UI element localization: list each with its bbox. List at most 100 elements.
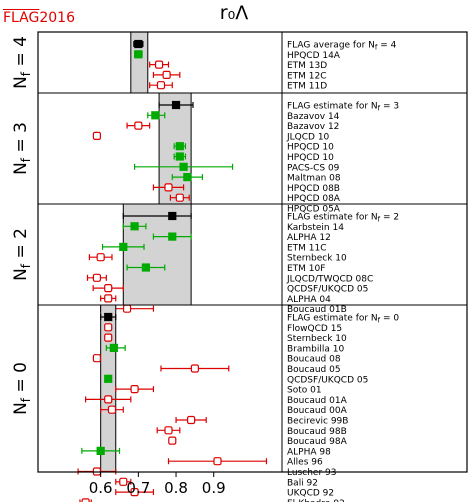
point-label: QCDSF/UKQCD 05 <box>287 375 368 385</box>
data-point <box>104 312 113 322</box>
panel-label-main: N <box>11 268 31 281</box>
data-point <box>171 100 181 110</box>
data-point <box>156 81 166 90</box>
point-label: ETM 13D <box>287 61 327 71</box>
point-label: FlowQCD 15 <box>287 324 342 334</box>
point-label-main: FLAG estimate for N <box>287 213 378 223</box>
point-label: ALPHA 12 <box>287 233 331 243</box>
point-label: Boucaud 01B <box>287 305 347 315</box>
point-label: Soto 01 <box>287 386 322 396</box>
point-label-main: FLAG estimate for N <box>287 314 378 324</box>
data-point <box>164 183 173 192</box>
data-point <box>134 50 143 59</box>
panel-label-sub: f <box>19 263 33 268</box>
data-point <box>119 242 128 251</box>
data-point <box>134 39 143 49</box>
point-label: PACS-CS 09 <box>287 163 340 173</box>
point-label: FLAG average for Nf = 4 <box>287 41 397 52</box>
panel-label: Nf = 3 <box>11 122 33 175</box>
data-point <box>168 436 177 445</box>
data-point <box>151 111 160 120</box>
point-label: QCDSF/UKQCD 05 <box>287 285 368 295</box>
point-label-sub: f <box>378 216 381 224</box>
x-tick-label: 0.9 <box>202 479 226 497</box>
panel-label-rest: = 4 <box>11 36 31 72</box>
point-label-rest: = 2 <box>380 213 399 223</box>
data-point <box>213 457 222 466</box>
data-point <box>92 273 102 282</box>
point-label: Bazavov 14 <box>287 112 340 122</box>
point-label: Bazavov 12 <box>287 122 339 132</box>
data-point <box>104 323 113 332</box>
point-label-main: FLAG estimate for N <box>287 102 378 112</box>
point-label: Luscher 93 <box>287 468 336 478</box>
point-label-rest: = 0 <box>380 314 399 324</box>
point-label: ETM 12C <box>287 71 327 81</box>
point-label: FLAG estimate for Nf = 3 <box>287 102 399 113</box>
panel-label-rest: = 0 <box>11 362 31 398</box>
point-label: Boucaud 08 <box>287 355 341 365</box>
plot-frame <box>37 31 468 473</box>
data-point <box>183 173 192 182</box>
data-point <box>104 284 113 293</box>
data-point <box>162 70 171 80</box>
point-label-sub: f <box>378 317 381 325</box>
data-point <box>141 263 150 272</box>
data-point <box>175 193 184 202</box>
point-label-rest: = 3 <box>380 102 399 112</box>
data-point <box>130 488 139 497</box>
x-tick-label: 0.6 <box>89 479 113 497</box>
x-tick-label: 0.8 <box>164 479 188 497</box>
panel-label-sub: f <box>19 157 33 162</box>
point-label: Karbstein 14 <box>287 223 344 233</box>
data-point <box>130 385 139 394</box>
data-point <box>109 343 118 352</box>
point-label: JLQCD 10 <box>286 132 330 142</box>
flag-band <box>122 203 192 306</box>
point-label: Boucaud 01A <box>287 396 348 406</box>
point-label-main: FLAG average for N <box>287 41 375 51</box>
data-point <box>81 498 90 502</box>
point-label: Boucaud 00A <box>287 406 348 416</box>
data-point <box>154 60 164 69</box>
data-point <box>92 131 102 140</box>
data-point <box>104 294 113 303</box>
point-label: Bali 92 <box>287 478 318 488</box>
x-tick-label: 0.7 <box>126 479 150 497</box>
data-point <box>168 211 177 221</box>
data-point <box>96 446 105 455</box>
panel-label-sub: f <box>19 71 33 76</box>
panel-label-rest: = 2 <box>11 228 31 264</box>
point-label: HPQCD 08A <box>287 194 341 204</box>
panel-label-main: N <box>11 402 31 415</box>
data-point <box>134 121 143 130</box>
data-point <box>175 152 184 161</box>
data-point <box>164 426 173 435</box>
data-point <box>104 374 113 383</box>
point-label: Maltman 08 <box>287 174 341 184</box>
point-label: ALPHA 04 <box>287 295 331 305</box>
flag-2016-logo: FLAG2016 <box>3 10 75 26</box>
panel-label-main: N <box>11 76 31 89</box>
panel-label-sub: f <box>19 397 33 402</box>
data-point <box>104 395 113 404</box>
point-label: Boucaud 05 <box>287 365 341 375</box>
point-label: HPQCD 08B <box>287 184 340 194</box>
point-label: Sternbeck 10 <box>287 254 347 264</box>
point-label: Sternbeck 10 <box>287 334 347 344</box>
point-label: JLQCD/TWQCD 08C <box>286 274 373 284</box>
panel-label: Nf = 0 <box>11 362 33 415</box>
point-label: HPQCD 14A <box>287 51 341 61</box>
point-label: Alles 96 <box>287 458 323 468</box>
point-label: ETM 11C <box>287 243 327 253</box>
data-point <box>179 162 188 171</box>
panel-label-rest: = 3 <box>11 122 31 158</box>
data-point <box>92 354 102 363</box>
point-label: ETM 10F <box>287 264 325 274</box>
data-point <box>96 253 105 262</box>
data-point <box>130 222 139 231</box>
data-point <box>107 405 117 414</box>
point-label: Boucaud 98A <box>287 437 348 447</box>
data-point <box>168 232 177 241</box>
